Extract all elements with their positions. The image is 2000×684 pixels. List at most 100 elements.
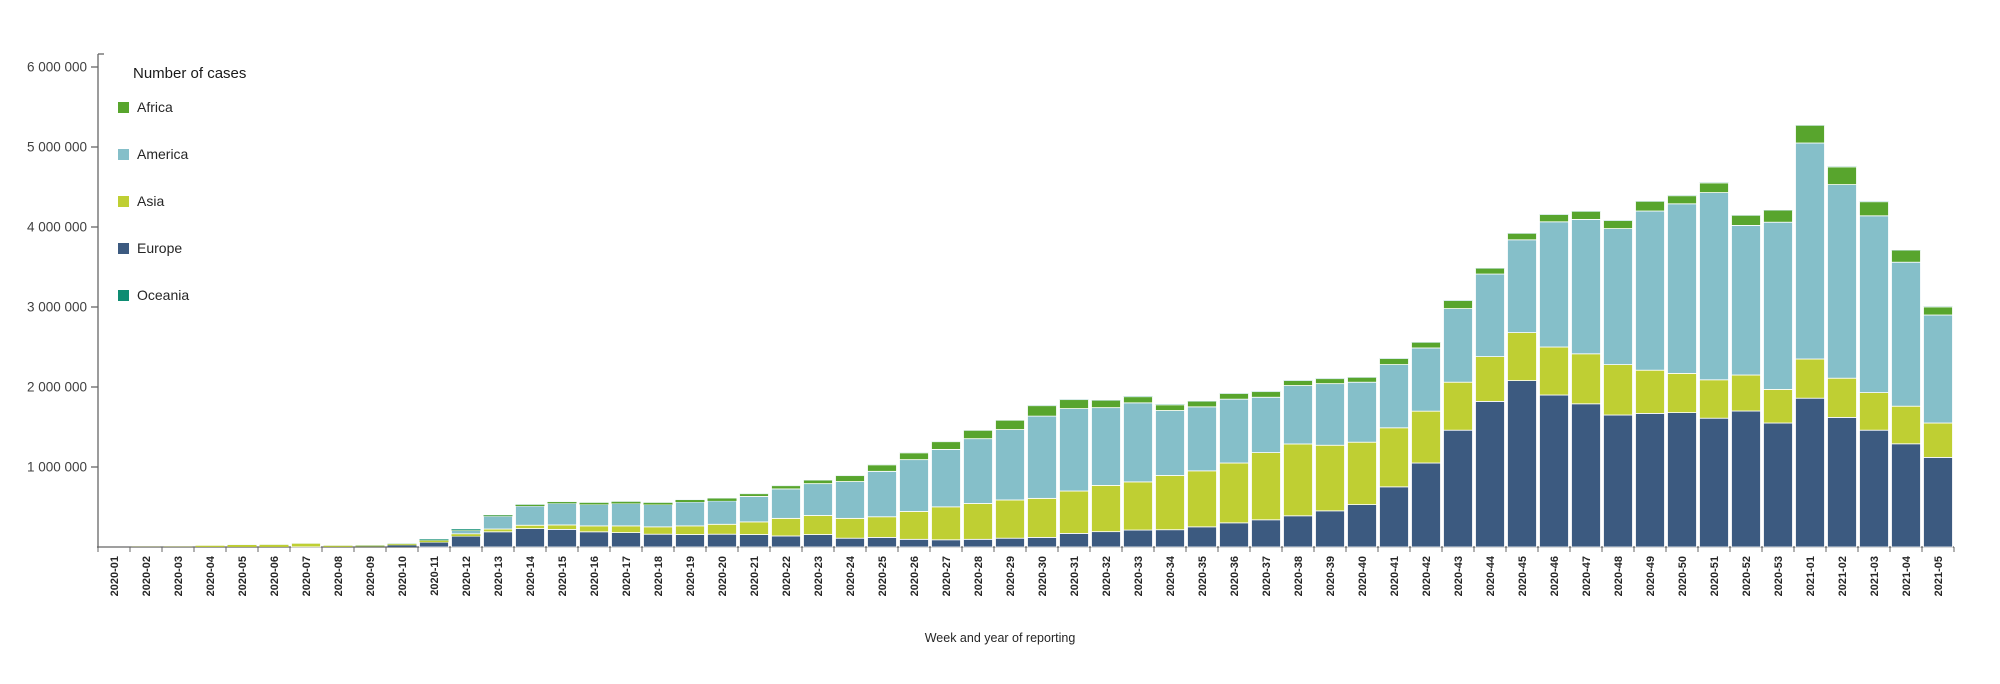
segment-america <box>995 429 1025 501</box>
bar-2021-03 <box>1859 201 1889 548</box>
x-category-label: 2020-45 <box>1517 556 1529 596</box>
segment-africa <box>1795 125 1825 144</box>
segment-europe <box>899 538 929 548</box>
segment-asia <box>1667 372 1697 413</box>
bar-2020-31 <box>1059 399 1089 548</box>
segment-asia <box>1827 377 1857 418</box>
segment-africa <box>1315 378 1345 385</box>
segment-america <box>963 438 993 504</box>
segment-africa <box>995 419 1025 430</box>
x-category-label: 2020-12 <box>461 556 473 596</box>
segment-europe <box>547 529 577 548</box>
bar-2020-33 <box>1123 396 1153 548</box>
segment-europe <box>1251 519 1281 548</box>
segment-asia <box>1731 374 1761 412</box>
segment-america <box>1923 314 1953 424</box>
segment-africa <box>1635 200 1665 212</box>
bar-2021-01 <box>1795 125 1825 548</box>
segment-europe <box>643 533 673 548</box>
segment-europe <box>1091 531 1121 548</box>
segment-europe <box>579 531 609 548</box>
bar-2020-18 <box>643 502 673 548</box>
bar-2020-12 <box>451 529 481 548</box>
x-category-label: 2020-27 <box>941 556 953 596</box>
segment-oceania <box>451 529 481 531</box>
segment-america <box>1379 364 1409 429</box>
x-category-label: 2020-30 <box>1037 556 1049 596</box>
x-category-label: 2020-18 <box>653 556 665 596</box>
segment-africa <box>1059 399 1089 410</box>
segment-america <box>1059 408 1089 492</box>
legend-label-asia: Asia <box>137 193 165 209</box>
segment-africa <box>835 475 865 482</box>
segment-europe <box>1155 529 1185 548</box>
segment-america <box>1251 396 1281 453</box>
segment-asia <box>771 517 801 537</box>
segment-america <box>1667 203 1697 374</box>
segment-africa <box>931 441 961 450</box>
legend-items: Africa America Asia Europe Oceania <box>118 99 246 303</box>
segment-africa <box>611 501 641 504</box>
x-category-label: 2020-48 <box>1613 556 1625 596</box>
y-tick-label: 2 000 000 <box>27 380 87 395</box>
bar-2020-11 <box>419 539 449 548</box>
x-category-label: 2020-07 <box>301 556 313 596</box>
x-category-label: 2020-28 <box>973 556 985 596</box>
segment-america <box>483 515 513 530</box>
segment-asia <box>899 511 929 540</box>
segment-europe <box>803 534 833 548</box>
segment-europe <box>931 539 961 548</box>
x-category-label: 2020-19 <box>685 556 697 596</box>
bar-2020-25 <box>867 464 897 548</box>
segment-europe <box>867 537 897 548</box>
x-category-label: 2020-03 <box>173 556 185 596</box>
legend-item-asia: Asia <box>118 193 246 209</box>
bars-group <box>131 125 1953 548</box>
bar-2020-19 <box>675 499 705 548</box>
y-tick-label: 4 000 000 <box>27 220 87 235</box>
segment-africa <box>1187 400 1217 408</box>
segment-africa <box>643 502 673 505</box>
bar-2020-10 <box>387 543 417 547</box>
segment-asia <box>1795 358 1825 399</box>
segment-asia <box>1411 410 1441 464</box>
x-category-label: 2020-10 <box>397 556 409 596</box>
segment-europe <box>1187 526 1217 548</box>
segment-america <box>867 470 897 518</box>
segment-africa <box>1859 201 1889 217</box>
bar-2020-15 <box>547 501 577 548</box>
segment-asia <box>931 506 961 541</box>
x-category-label: 2020-42 <box>1421 556 1433 596</box>
segment-africa <box>1443 300 1473 310</box>
segment-africa <box>739 493 769 497</box>
x-category-label: 2021-04 <box>1901 555 1913 596</box>
segment-asia <box>259 544 289 547</box>
segment-africa <box>1539 214 1569 223</box>
segment-europe <box>963 538 993 548</box>
segment-europe <box>1539 394 1569 548</box>
segment-asia <box>963 503 993 540</box>
bar-2020-09 <box>355 545 385 547</box>
x-category-label: 2020-37 <box>1261 556 1273 596</box>
segment-europe <box>1283 515 1313 548</box>
segment-asia <box>1187 470 1217 528</box>
segment-america <box>1347 381 1377 443</box>
segment-america <box>1827 184 1857 379</box>
y-tick-label: 1 000 000 <box>27 460 87 475</box>
segment-asia <box>323 545 353 547</box>
x-category-label: 2020-13 <box>493 556 505 596</box>
segment-europe <box>1411 462 1441 548</box>
segment-america <box>1187 406 1217 472</box>
x-category-label: 2020-14 <box>525 555 537 596</box>
segment-asia <box>1251 452 1281 521</box>
bar-2020-29 <box>995 419 1025 548</box>
bar-2020-34 <box>1155 404 1185 548</box>
segment-asia <box>1507 332 1537 382</box>
segment-asia <box>995 499 1025 539</box>
segment-africa <box>675 500 705 503</box>
segment-america <box>1603 228 1633 366</box>
segment-asia <box>515 524 545 529</box>
x-category-label: 2020-53 <box>1773 556 1785 596</box>
segment-africa <box>1411 341 1441 349</box>
segment-asia <box>1315 444 1345 512</box>
